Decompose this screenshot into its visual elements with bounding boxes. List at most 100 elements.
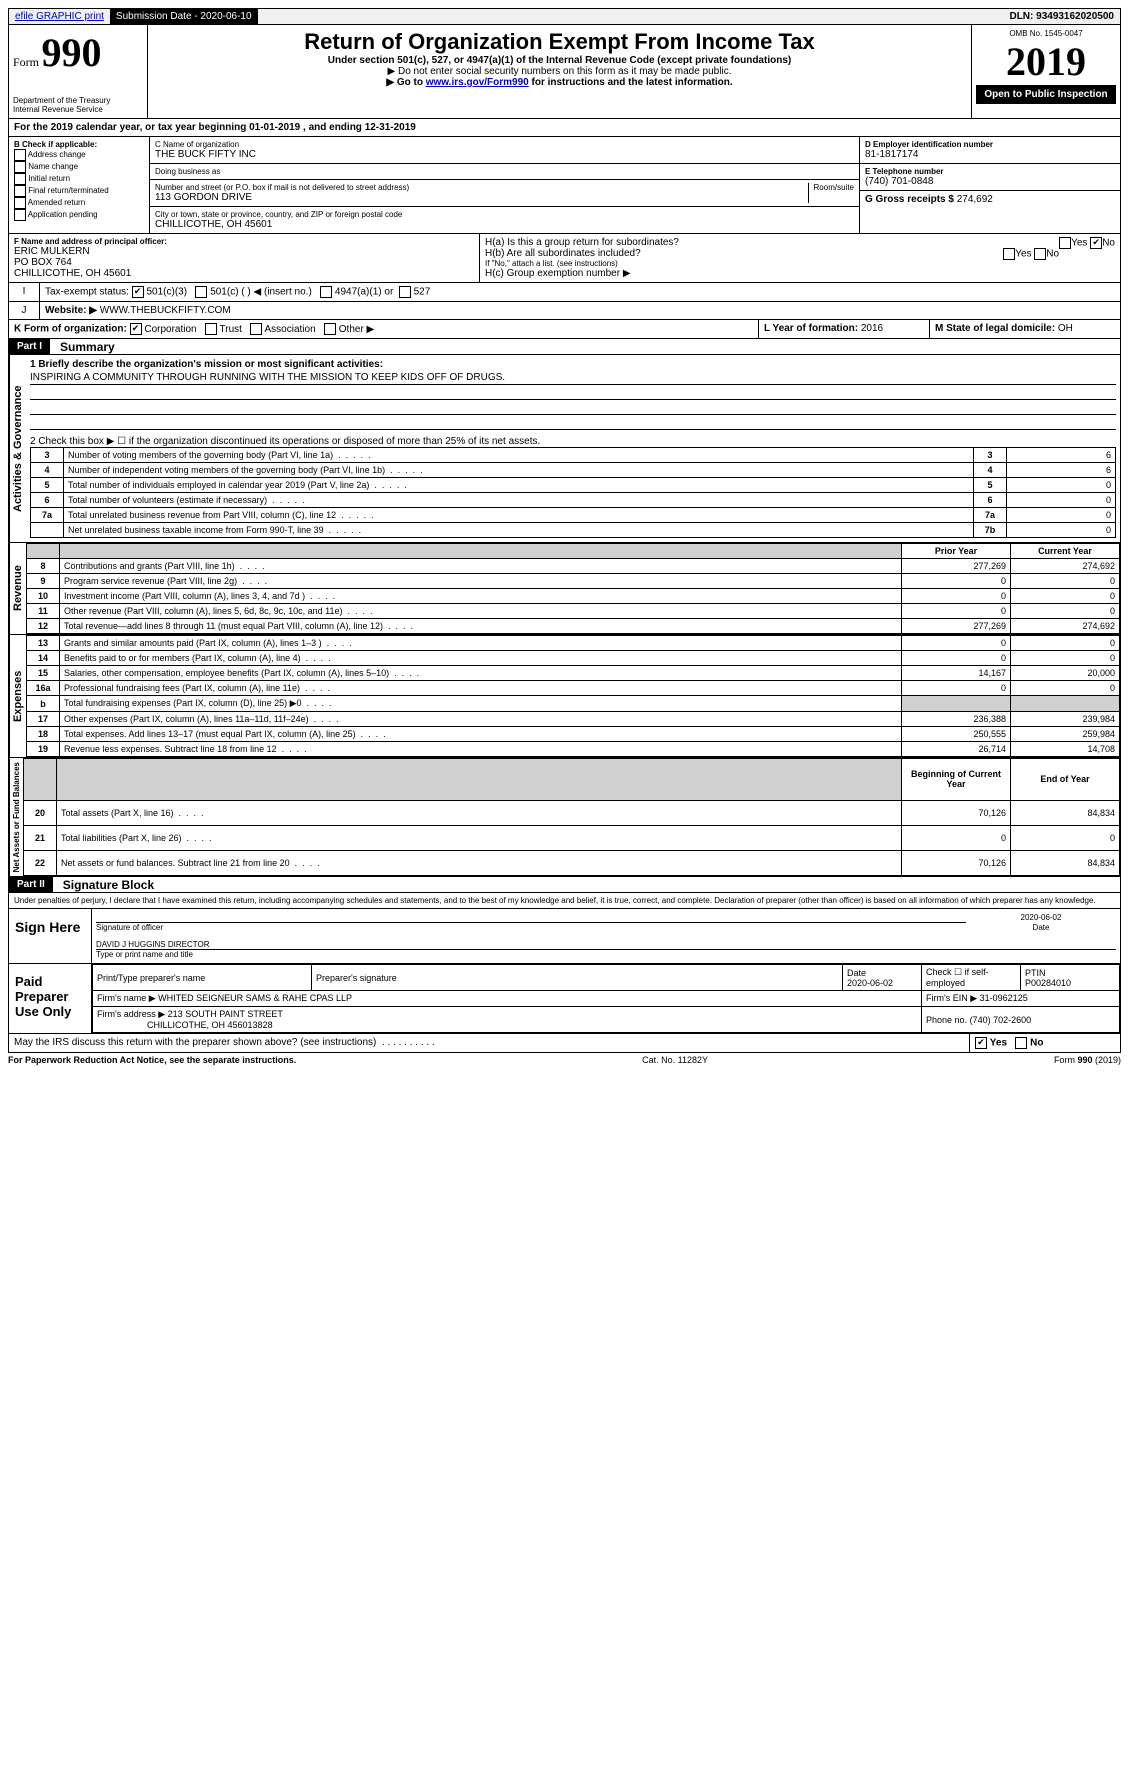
box-b-item[interactable]: Initial return	[14, 173, 144, 185]
box-k-option[interactable]: Other ▶	[321, 324, 380, 335]
table-row: 16aProfessional fundraising fees (Part I…	[27, 681, 1120, 696]
discuss-yes-checkbox[interactable]	[975, 1037, 987, 1049]
efile-link[interactable]: efile GRAPHIC print	[15, 11, 104, 22]
box-b-item[interactable]: Amended return	[14, 197, 144, 209]
box-e-label: E Telephone number	[865, 167, 1115, 176]
box-l-label: L Year of formation:	[764, 323, 858, 334]
website-label: Website: ▶	[45, 305, 97, 316]
discuss-label: May the IRS discuss this return with the…	[14, 1037, 376, 1048]
table-row: 14Benefits paid to or for members (Part …	[27, 651, 1120, 666]
revenue-section: Revenue Prior YearCurrent Year8Contribut…	[8, 543, 1121, 635]
h-a: H(a) Is this a group return for subordin…	[485, 237, 679, 248]
vert-revenue: Revenue	[9, 543, 26, 634]
officer-block: F Name and address of principal officer:…	[8, 234, 1121, 283]
website-value: WWW.THEBUCKFIFTY.COM	[100, 305, 231, 316]
box-b-item[interactable]: Name change	[14, 161, 144, 173]
dln: DLN: 93493162020500	[1003, 9, 1120, 24]
prep-date: 2020-06-02	[847, 978, 893, 988]
discuss-no-checkbox[interactable]	[1015, 1037, 1027, 1049]
net-table: Beginning of Current YearEnd of Year20To…	[23, 758, 1120, 876]
table-row: 3Number of voting members of the governi…	[31, 448, 1116, 463]
subtitle-3-prefix: ▶ Go to	[386, 77, 425, 88]
top-bar: efile GRAPHIC print Submission Date - 20…	[8, 8, 1121, 25]
discuss-row: May the IRS discuss this return with the…	[8, 1034, 1121, 1053]
table-row: 13Grants and similar amounts paid (Part …	[27, 636, 1120, 651]
sig-officer-label: Signature of officer	[96, 923, 966, 932]
expenses-section: Expenses 13Grants and similar amounts pa…	[8, 635, 1121, 758]
firm-ein: 31-0962125	[980, 993, 1028, 1003]
table-row: 12Total revenue—add lines 8 through 11 (…	[27, 619, 1120, 634]
instructions-link[interactable]: www.irs.gov/Form990	[426, 77, 529, 88]
footer: For Paperwork Reduction Act Notice, see …	[8, 1053, 1121, 1067]
ha-no-checkbox[interactable]	[1090, 237, 1102, 249]
table-row: 20Total assets (Part X, line 16) . . . .…	[24, 800, 1120, 825]
line2: 2 Check this box ▶ ☐ if the organization…	[30, 436, 1116, 447]
h-ifno: If "No," attach a list. (see instruction…	[485, 259, 1115, 268]
527-checkbox[interactable]	[399, 286, 411, 298]
officer-addr1: PO BOX 764	[14, 257, 474, 268]
officer-name: ERIC MULKERN	[14, 246, 474, 257]
klm-row: K Form of organization: Corporation Trus…	[8, 320, 1121, 339]
line-a: For the 2019 calendar year, or tax year …	[9, 119, 1120, 136]
prep-name-label: Print/Type preparer's name	[93, 965, 312, 991]
box-b-item[interactable]: Application pending	[14, 209, 144, 221]
table-row: 9Program service revenue (Part VIII, lin…	[27, 574, 1120, 589]
addr-label: Number and street (or P.O. box if mail i…	[155, 183, 808, 192]
box-g-label: G Gross receipts $	[865, 194, 954, 205]
revenue-table: Prior YearCurrent Year8Contributions and…	[26, 543, 1120, 634]
street-address: 113 GORDON DRIVE	[155, 192, 808, 203]
check-self: Check ☐ if self-employed	[922, 965, 1021, 991]
dept-treasury: Department of the Treasury Internal Reve…	[13, 96, 143, 114]
type-name-label: Type or print name and title	[96, 950, 1116, 959]
table-row: 10Investment income (Part VIII, column (…	[27, 589, 1120, 604]
part1-label: Part I	[9, 339, 50, 354]
table-row: bTotal fundraising expenses (Part IX, co…	[27, 696, 1120, 712]
governance-table: 3Number of voting members of the governi…	[30, 447, 1116, 538]
hb-no-checkbox[interactable]	[1034, 248, 1046, 260]
part2-header: Part II Signature Block	[8, 877, 1121, 893]
tax-exempt-label: Tax-exempt status:	[45, 287, 129, 298]
box-m-label: M State of legal domicile:	[935, 323, 1055, 334]
submission-date: Submission Date - 2020-06-10	[110, 9, 258, 24]
box-d-label: D Employer identification number	[865, 140, 1115, 149]
omb-no: OMB No. 1545-0047	[976, 29, 1116, 38]
subtitle-1: Under section 501(c), 527, or 4947(a)(1)…	[152, 55, 967, 66]
phone: (740) 701-0848	[865, 176, 1115, 187]
box-k-option[interactable]: Association	[248, 324, 322, 335]
ha-yes-checkbox[interactable]	[1059, 237, 1071, 249]
table-row: Net unrelated business taxable income fr…	[31, 523, 1116, 538]
part1-header: Part I Summary	[8, 339, 1121, 355]
ein: 81-1817174	[865, 149, 1115, 160]
vert-expenses: Expenses	[9, 635, 26, 757]
part2-label: Part II	[9, 877, 53, 892]
form-footer: Form 990 (2019)	[1054, 1055, 1121, 1065]
hb-yes-checkbox[interactable]	[1003, 248, 1015, 260]
4947-checkbox[interactable]	[320, 286, 332, 298]
firm-addr: 213 SOUTH PAINT STREET	[168, 1009, 283, 1019]
table-row: 7aTotal unrelated business revenue from …	[31, 508, 1116, 523]
room-label: Room/suite	[808, 183, 854, 203]
box-k-option[interactable]: Corporation	[130, 324, 203, 335]
mission-text: INSPIRING A COMMUNITY THROUGH RUNNING WI…	[30, 372, 1116, 385]
sig-date: 2020-06-02	[966, 913, 1116, 923]
paid-preparer-label: Paid Preparer Use Only	[9, 964, 92, 1033]
website-row: J Website: ▶ WWW.THEBUCKFIFTY.COM	[8, 302, 1121, 320]
open-public: Open to Public Inspection	[976, 85, 1116, 104]
vert-net: Net Assets or Fund Balances	[9, 758, 23, 876]
table-row: 6Total number of volunteers (estimate if…	[31, 493, 1116, 508]
ptin: P00284010	[1025, 978, 1071, 988]
part2-title: Signature Block	[53, 878, 154, 892]
501c-checkbox[interactable]	[195, 286, 207, 298]
sign-here-block: Sign Here 2020-06-02 Signature of office…	[8, 909, 1121, 964]
declaration: Under penalties of perjury, I declare th…	[9, 893, 1120, 908]
box-k-option[interactable]: Trust	[202, 324, 247, 335]
501c3-checkbox[interactable]	[132, 286, 144, 298]
subtitle-3-suffix: for instructions and the latest informat…	[532, 77, 733, 88]
city-label: City or town, state or province, country…	[155, 210, 854, 219]
box-b-item[interactable]: Address change	[14, 149, 144, 161]
table-row: 21Total liabilities (Part X, line 26) . …	[24, 826, 1120, 851]
subtitle-2: ▶ Do not enter social security numbers o…	[152, 66, 967, 77]
part1-title: Summary	[50, 340, 115, 354]
table-row: 22Net assets or fund balances. Subtract …	[24, 851, 1120, 876]
box-b-item[interactable]: Final return/terminated	[14, 185, 144, 197]
